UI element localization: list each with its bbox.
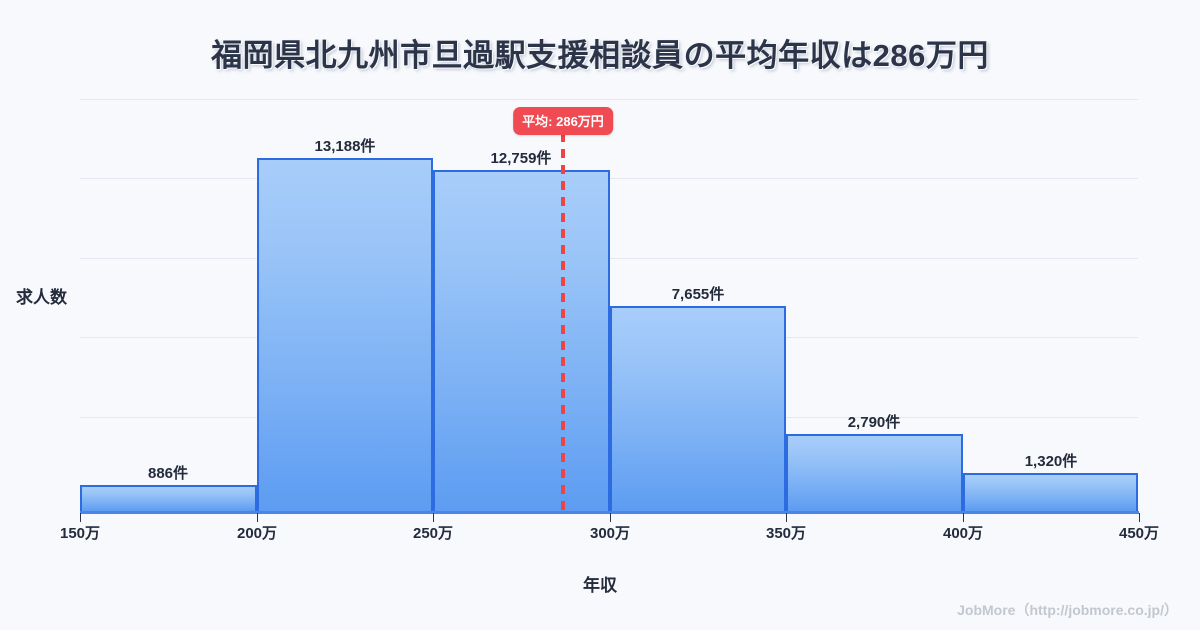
bar[interactable]	[433, 170, 610, 513]
bar[interactable]	[610, 306, 786, 513]
gridline	[80, 99, 1138, 100]
x-tick-label: 250万	[412, 525, 454, 542]
x-axis-line	[80, 511, 1139, 514]
x-tick-label: 300万	[589, 525, 631, 542]
bar-value-label: 886件	[147, 465, 189, 482]
x-tick-label: 200万	[236, 525, 278, 542]
x-tick-label: 400万	[942, 525, 984, 542]
x-tick-mark	[1139, 513, 1140, 522]
x-tick-label: 450万	[1118, 525, 1160, 542]
x-tick-label: 350万	[765, 525, 807, 542]
x-tick-mark	[80, 513, 81, 522]
x-tick-mark	[786, 513, 787, 522]
bar-value-label: 7,655件	[671, 286, 725, 303]
footer-credit: JobMore（http://jobmore.co.jp/）	[957, 602, 1178, 618]
x-tick-mark	[433, 513, 434, 522]
x-axis-title: 年収	[583, 576, 617, 595]
x-tick-mark	[610, 513, 611, 522]
bar-value-label: 2,790件	[847, 414, 901, 431]
plot-area: 886件 13,188件 12,759件 7,655件 2,790件 1,320件	[80, 99, 1138, 513]
y-axis-title: 求人数	[16, 288, 67, 307]
bar[interactable]	[963, 473, 1138, 513]
x-tick-label: 150万	[59, 525, 101, 542]
bar-value-label: 1,320件	[1024, 453, 1078, 470]
bar[interactable]	[786, 434, 963, 513]
chart-title: 福岡県北九州市旦過駅支援相談員の平均年収は286万円	[211, 38, 989, 73]
bar[interactable]	[257, 158, 433, 513]
bar[interactable]	[80, 485, 257, 513]
bar-value-label: 12,759件	[490, 150, 552, 167]
x-tick-mark	[257, 513, 258, 522]
bar-value-label: 13,188件	[314, 138, 376, 155]
x-tick-mark	[963, 513, 964, 522]
average-badge: 平均: 286万円	[513, 107, 613, 135]
average-line	[561, 133, 565, 513]
